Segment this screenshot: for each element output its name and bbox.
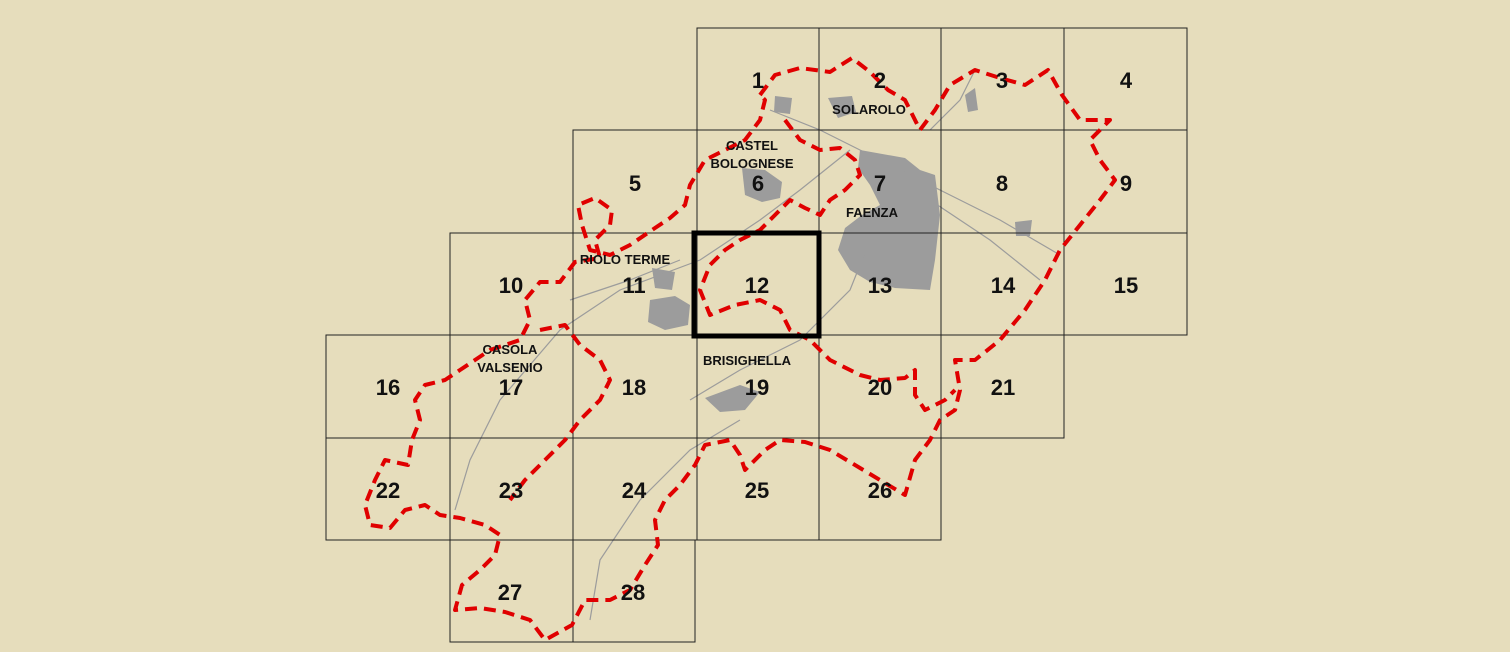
tile-label-27: 27 [498, 580, 522, 605]
tile-label-19: 19 [745, 375, 769, 400]
tile-label-12: 12 [745, 273, 769, 298]
tile-label-11: 11 [622, 273, 645, 298]
tile-label-28: 28 [621, 580, 645, 605]
tile-labels: 1 2 3 4 5 6 7 8 9 10 11 12 13 14 15 16 1… [376, 68, 1138, 605]
urban-castel-bolognese [742, 168, 782, 202]
district-boundary-west [508, 323, 612, 502]
town-label-riolo-terme: RIOLO TERME [580, 252, 671, 267]
urban-north-west [774, 96, 792, 114]
tile-28[interactable] [572, 539, 696, 643]
via-emilia [769, 109, 1061, 256]
tile-label-9: 9 [1120, 171, 1132, 196]
road-valley-3 [454, 149, 851, 511]
tile-label-22: 22 [376, 478, 400, 503]
tile-label-15: 15 [1114, 273, 1138, 298]
town-label-valsenio: VALSENIO [477, 360, 543, 375]
urban-brisighella [705, 385, 760, 412]
tile-label-5: 5 [629, 171, 641, 196]
town-labels: SOLAROLO CASTEL BOLOGNESE FAENZA RIOLO T… [477, 102, 906, 375]
roads [454, 69, 1061, 621]
town-label-solarolo: SOLAROLO [832, 102, 906, 117]
highlighted-tile-frame [691, 230, 822, 339]
tile-label-23: 23 [499, 478, 523, 503]
urban-faenza [838, 150, 940, 290]
road-north [929, 69, 976, 131]
tile-label-14: 14 [991, 273, 1016, 298]
urban-riolo-terme-north [652, 268, 675, 290]
urban-riolo-terme [648, 296, 690, 330]
town-label-brisighella: BRISIGHELLA [703, 353, 792, 368]
town-label-faenza: FAENZA [846, 205, 899, 220]
urban-solarolo [828, 96, 856, 118]
town-label-castel: CASTEL [726, 138, 778, 153]
tile-label-21: 21 [991, 375, 1015, 400]
tile-label-7: 7 [874, 171, 886, 196]
tile-label-16: 16 [376, 375, 400, 400]
road-faenza-east [929, 199, 1041, 281]
tile-label-1: 1 [752, 68, 764, 93]
tile-15[interactable] [1063, 232, 1188, 336]
urban-east [1015, 220, 1032, 236]
tile-26[interactable] [818, 437, 942, 541]
tile-label-17: 17 [499, 375, 523, 400]
tile-label-10: 10 [499, 273, 523, 298]
tile-label-13: 13 [868, 273, 892, 298]
tile-label-20: 20 [868, 375, 892, 400]
town-label-casola: CASOLA [483, 342, 539, 357]
tile-label-25: 25 [745, 478, 769, 503]
tile-label-8: 8 [996, 171, 1008, 196]
tile-label-26: 26 [868, 478, 892, 503]
tile-label-3: 3 [996, 68, 1008, 93]
tile-label-4: 4 [1120, 68, 1133, 93]
town-label-bolognese: BOLOGNESE [710, 156, 793, 171]
tile-label-24: 24 [622, 478, 647, 503]
urban-north-east [965, 88, 978, 112]
road-valley-1 [689, 239, 871, 401]
tile-label-2: 2 [874, 68, 886, 93]
road-west [569, 259, 681, 301]
road-valley-2 [589, 419, 741, 621]
tile-label-6: 6 [752, 171, 764, 196]
tile-label-18: 18 [622, 375, 646, 400]
district-boundary-inner [698, 118, 957, 412]
